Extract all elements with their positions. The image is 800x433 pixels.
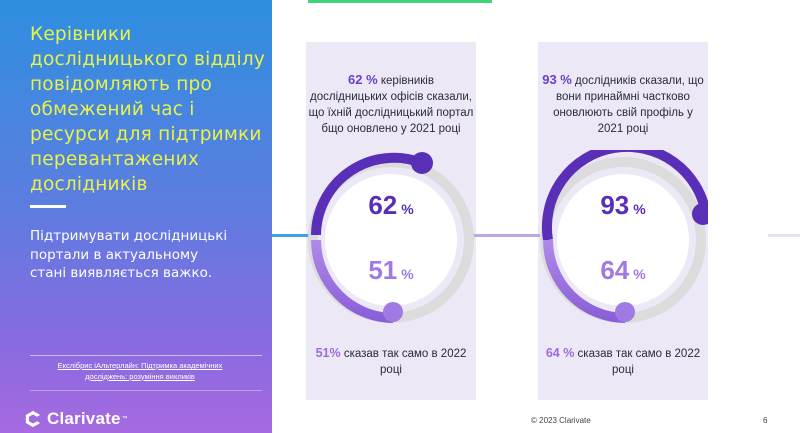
left-value-2022: 51% — [306, 255, 476, 286]
footnote-percent: 64 % — [545, 346, 575, 360]
value-unit: % — [401, 201, 414, 217]
left-value-2021: 62% — [306, 190, 476, 221]
clarivate-logo-icon — [25, 410, 41, 428]
value-number: 93 — [600, 190, 630, 220]
ring-arc-2022 — [311, 239, 394, 323]
headline-line: бщо оновлено у 2021 році — [321, 123, 461, 135]
ring-arc-2021 — [541, 150, 708, 241]
value-unit: % — [401, 266, 414, 282]
headline-line: керівників — [377, 75, 434, 87]
footnote-line: сказав так само в 2022 — [574, 348, 701, 360]
title-line: повідомляють про — [30, 74, 212, 95]
source-line[interactable]: Екслібрис іАльтерлайн: Підтримка академі… — [57, 361, 223, 370]
footnote-line: році — [380, 364, 402, 376]
value-unit: % — [633, 201, 646, 217]
title-divider — [30, 205, 66, 208]
title-line: обмежений час і — [30, 99, 195, 120]
ring-inner — [325, 174, 457, 306]
subtitle-line: стані виявляється важко. — [30, 265, 213, 281]
right-headline: 93 % дослідників сказали, що вони принай… — [538, 72, 708, 137]
left-donut-chart — [308, 152, 474, 323]
top-accent-bar — [308, 0, 492, 3]
left-footnote: 51% сказав так само в 2022 році — [306, 345, 476, 378]
headline-percent: 93 % — [542, 72, 572, 87]
value-unit: % — [633, 266, 646, 282]
ring-dot-2021 — [411, 152, 433, 174]
headline-line: оновлюють свій профіль у — [553, 107, 693, 119]
title-line: дослідницького відділу — [30, 49, 265, 70]
value-number: 62 — [368, 190, 398, 220]
value-number: 51 — [368, 255, 398, 285]
source-link[interactable]: Екслібрис іАльтерлайн: Підтримка академі… — [40, 361, 240, 382]
headline-line: 2021 році — [597, 123, 649, 135]
connector-line — [768, 234, 800, 237]
footnote-line: році — [612, 364, 634, 376]
title-line: ресурси для підтримки — [30, 124, 262, 145]
headline-line: дослідників сказали, що — [571, 75, 704, 87]
brand-name: Clarivate — [47, 409, 121, 428]
page-number: 6 — [763, 416, 768, 425]
ring-dot-2022 — [383, 302, 403, 322]
right-value-2022: 64% — [538, 255, 708, 286]
headline-line: вони принаймні частково — [556, 91, 690, 103]
ring-arc-2022 — [543, 239, 626, 323]
subtitle-line: Підтримувати дослідницькі — [30, 228, 228, 244]
brand-tm: ™ — [121, 416, 128, 422]
ring-dot-2021 — [692, 203, 708, 225]
sidebar-title: Керівники дослідницького відділу повідом… — [30, 22, 270, 197]
right-value-2021: 93% — [538, 190, 708, 221]
source-line[interactable]: досліджень: розуміння викликів — [85, 371, 195, 381]
headline-percent: 62 % — [348, 72, 378, 87]
subtitle-line: портали в актуальному — [30, 246, 199, 263]
title-line: Керівники — [30, 24, 132, 45]
footnote-percent: 51% — [315, 346, 341, 360]
headline-line: що їхній дослідницький портал — [308, 107, 474, 119]
headline-line: дослідницьких офісів сказали, — [310, 91, 472, 103]
sidebar-subtitle: Підтримувати дослідницькі портали в акту… — [30, 227, 250, 283]
ring-dot-2022 — [615, 302, 635, 322]
connector-line — [272, 234, 310, 237]
value-number: 64 — [600, 255, 630, 285]
ring-inner — [557, 174, 689, 306]
right-donut-chart — [540, 150, 708, 323]
ring-arc-2021 — [311, 152, 424, 236]
title-line: дослідників — [30, 174, 148, 195]
clarivate-logo: Clarivate ™ — [24, 409, 128, 429]
source-box — [30, 355, 262, 391]
footnote-line: сказав так само в 2022 — [340, 348, 467, 360]
right-footnote: 64 % сказав так само в 2022 році — [538, 345, 708, 378]
copyright-text: © 2023 Clarivate — [531, 416, 591, 425]
connector-line — [470, 234, 540, 237]
title-line: перевантажених — [30, 149, 199, 170]
left-headline: 62 % керівників дослідницьких офісів ска… — [306, 72, 476, 137]
sidebar-panel: Керівники дослідницького відділу повідом… — [0, 0, 272, 433]
